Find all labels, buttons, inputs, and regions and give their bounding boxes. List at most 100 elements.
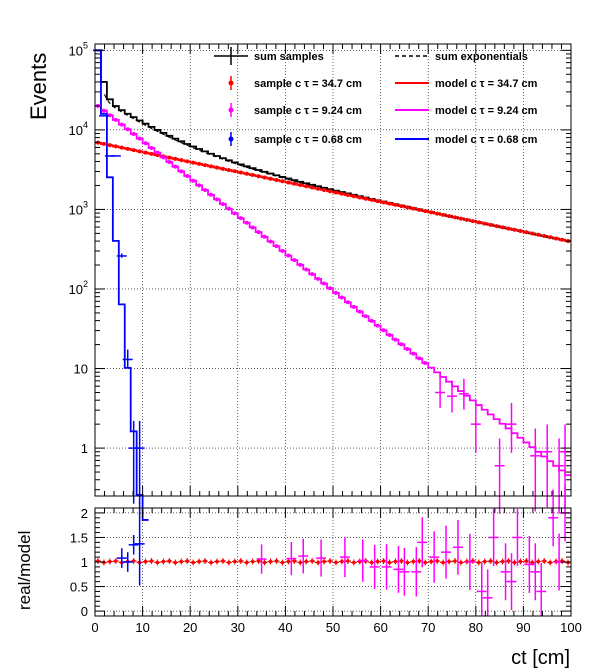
sample-point-9-24 — [399, 342, 404, 347]
ratio-point-34-7 — [316, 560, 320, 565]
legend-item: sample c τ = 0.68 cm — [228, 132, 362, 146]
sample-point-9-24 — [333, 290, 338, 295]
sample-point-9-24 — [393, 337, 398, 342]
x-tick-label: 20 — [183, 620, 197, 635]
sample-point-9-24 — [203, 188, 208, 193]
ratio-y-axis: 0 0.5 1 1.5 2 — [70, 506, 571, 619]
ratio-point-34-7 — [352, 560, 356, 565]
sample-point-34-7 — [393, 202, 398, 207]
ratio-point-34-7 — [375, 559, 380, 564]
sample-point-9-24 — [274, 244, 279, 249]
sample-point-34-7 — [238, 170, 243, 175]
ratio-point-34-7 — [185, 559, 190, 563]
x-tick-label: 30 — [231, 620, 245, 635]
sample-point-34-7 — [304, 184, 309, 189]
legend-label: model c τ = 9.24 cm — [435, 105, 538, 117]
ratio-point-34-7 — [381, 559, 386, 563]
sample-point-9-24 — [167, 160, 172, 165]
x-tick-label: 40 — [278, 620, 292, 635]
ratio-point-34-7 — [411, 559, 416, 564]
ratio-point-34-7 — [221, 559, 225, 563]
legend-label: sum exponentials — [435, 51, 528, 63]
sample-point-9-24 — [256, 230, 261, 235]
sample-point-34-7 — [209, 164, 214, 169]
sample-point-9-24 — [119, 122, 124, 127]
sample-point-34-7 — [244, 171, 249, 176]
main-y-tick-label: 1 — [81, 441, 88, 456]
sample-point-34-7 — [149, 151, 154, 156]
ratio-point-34-7 — [476, 560, 481, 565]
sample-point-9-24 — [238, 216, 243, 221]
sample-point-9-24 — [197, 183, 202, 188]
sample-point-9-24 — [411, 351, 416, 356]
y-axis-title: Events — [26, 53, 51, 120]
ratio-point-34-7 — [256, 559, 261, 563]
sample-point-34-7 — [107, 143, 112, 148]
sample-point-34-7 — [476, 220, 481, 225]
x-axis-title: ct [cm] — [511, 647, 570, 669]
ratio-point-34-7 — [167, 559, 172, 563]
x-tick-label: 70 — [421, 620, 435, 635]
ratio-point-34-7 — [346, 559, 350, 563]
legend-item: model c τ = 9.24 cm — [395, 105, 538, 117]
ratio-point-34-7 — [244, 560, 249, 565]
ratio-point-34-7 — [215, 559, 219, 564]
sample-point-34-7 — [411, 206, 416, 211]
sample-point-34-7 — [292, 181, 297, 186]
sample-point-9-24 — [161, 155, 166, 160]
sample-point-34-7 — [214, 165, 219, 170]
legend-label: sample c τ = 9.24 cm — [254, 105, 362, 117]
ratio-point-34-7 — [149, 559, 154, 563]
sample-point-9-24 — [262, 234, 267, 239]
sample-point-9-24 — [369, 318, 374, 323]
ratio-y-tick-label: 2 — [81, 506, 88, 521]
sample-point-34-7 — [375, 199, 380, 204]
sample-point-34-7 — [554, 236, 559, 241]
sample-point-9-24 — [173, 164, 178, 169]
sample-point-34-7 — [286, 180, 291, 185]
sample-point-9-24 — [179, 169, 184, 174]
ratio-point-34-7 — [548, 560, 552, 565]
ratio-point-34-7 — [238, 559, 243, 563]
ratio-point-34-7 — [268, 559, 273, 564]
sample-point-34-7 — [173, 156, 178, 161]
sample-point-34-7 — [488, 222, 493, 227]
ratio-point-34-7 — [209, 560, 213, 565]
sample-point-9-24 — [250, 225, 255, 230]
sample-point-9-24 — [131, 131, 136, 136]
sample-point-34-7 — [524, 230, 529, 235]
ratio-y-tick-label: 0 — [81, 604, 88, 619]
sample-point-9-24 — [345, 300, 350, 305]
ratio-y-tick-label: 1.5 — [70, 530, 88, 545]
sample-point-9-24 — [405, 346, 410, 351]
x-tick-label: 60 — [373, 620, 387, 635]
ratio-point-34-7 — [298, 560, 303, 565]
sample-point-34-7 — [351, 194, 356, 199]
ratio-point-34-7 — [518, 559, 523, 564]
sample-point-9-24 — [286, 253, 291, 258]
sample-point-9-24 — [381, 328, 386, 333]
histogram-line — [95, 49, 149, 521]
sample-point-34-7 — [470, 219, 475, 224]
sample-point-34-7 — [512, 227, 517, 232]
sample-point-34-7 — [113, 144, 118, 149]
sample-point-9-24 — [268, 239, 273, 244]
ratio-point-34-7 — [334, 560, 338, 565]
sample-point-34-7 — [506, 226, 511, 231]
legend-label: sample c τ = 34.7 cm — [254, 78, 362, 90]
sample-point-34-7 — [536, 232, 541, 237]
sample-point-34-7 — [429, 210, 434, 215]
legend-swatch — [228, 80, 234, 86]
sample-point-34-7 — [262, 175, 267, 180]
sample-point-9-24 — [339, 295, 344, 300]
legend-label: model c τ = 34.7 cm — [435, 78, 538, 90]
main-y-tick-label: 102 — [69, 279, 88, 297]
main-y-tick-label: 10 — [74, 362, 88, 377]
sample-point-9-24 — [316, 276, 321, 281]
sample-point-9-24 — [101, 108, 106, 113]
ratio-point-34-7 — [500, 559, 505, 564]
sample-point-34-7 — [345, 192, 350, 197]
ratio-point-34-7 — [482, 559, 487, 564]
ratio-x-axis: 0 10 20 30 40 50 60 70 80 90 100 — [91, 508, 582, 635]
